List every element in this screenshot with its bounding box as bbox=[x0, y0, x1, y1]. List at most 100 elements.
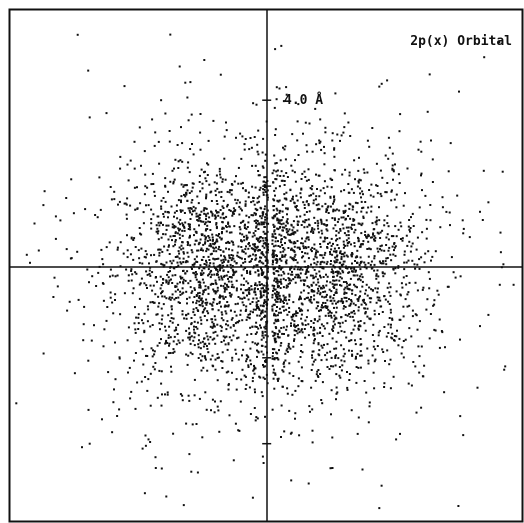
scatter-point bbox=[249, 137, 252, 139]
scatter-point bbox=[188, 331, 191, 334]
scatter-point bbox=[239, 256, 242, 259]
scatter-point bbox=[212, 298, 215, 300]
scatter-point bbox=[298, 434, 301, 437]
scatter-point bbox=[250, 288, 253, 291]
scatter-point bbox=[178, 233, 181, 236]
scatter-point bbox=[299, 267, 302, 270]
scatter-point bbox=[218, 430, 221, 433]
scatter-point bbox=[366, 139, 369, 142]
scatter-point bbox=[254, 293, 257, 296]
scatter-point bbox=[224, 304, 227, 307]
scatter-point bbox=[98, 176, 101, 179]
scatter-point bbox=[288, 293, 291, 296]
scatter-point bbox=[146, 389, 149, 392]
scatter-point bbox=[361, 243, 364, 246]
scatter-point bbox=[209, 229, 212, 231]
scatter-point bbox=[343, 291, 346, 294]
scatter-point bbox=[329, 253, 332, 256]
scatter-point bbox=[271, 355, 274, 358]
scatter-point bbox=[258, 308, 261, 311]
scatter-point bbox=[214, 214, 216, 217]
scatter-point bbox=[329, 196, 332, 199]
scatter-point bbox=[215, 200, 218, 202]
scatter-point bbox=[292, 231, 295, 234]
scatter-point bbox=[351, 208, 354, 211]
scatter-point bbox=[320, 148, 323, 151]
scatter-point bbox=[271, 172, 274, 175]
scatter-point bbox=[146, 305, 149, 308]
scatter-point bbox=[386, 79, 389, 82]
scatter-point bbox=[333, 196, 335, 199]
scatter-point bbox=[149, 284, 152, 287]
scatter-point bbox=[212, 322, 215, 325]
scatter-point bbox=[362, 300, 365, 303]
scatter-point bbox=[213, 266, 216, 269]
scatter-point bbox=[167, 334, 170, 337]
scatter-point bbox=[349, 302, 352, 305]
scatter-point bbox=[332, 329, 334, 332]
scatter-point bbox=[136, 186, 138, 189]
scatter-point bbox=[281, 229, 284, 232]
scatter-point bbox=[298, 298, 300, 301]
scatter-point bbox=[174, 256, 177, 258]
scatter-point bbox=[284, 242, 286, 245]
scatter-point bbox=[247, 291, 250, 294]
scatter-point bbox=[279, 175, 282, 177]
scatter-point bbox=[425, 218, 428, 221]
scatter-point bbox=[72, 212, 75, 215]
scatter-point bbox=[189, 234, 191, 237]
scatter-point bbox=[199, 131, 202, 134]
scatter-point bbox=[414, 365, 417, 368]
scatter-point bbox=[187, 242, 190, 245]
scatter-point bbox=[361, 285, 364, 288]
scatter-point bbox=[338, 261, 341, 264]
scatter-point bbox=[259, 293, 262, 296]
scatter-point bbox=[261, 237, 264, 240]
scatter-point bbox=[237, 255, 240, 258]
scatter-point bbox=[314, 222, 317, 224]
scatter-point bbox=[245, 305, 248, 308]
scatter-point bbox=[357, 278, 359, 281]
scatter-point bbox=[275, 327, 278, 330]
scatter-point bbox=[262, 262, 265, 265]
scatter-point bbox=[316, 208, 319, 211]
scatter-point bbox=[161, 291, 163, 294]
scatter-point bbox=[164, 329, 167, 332]
scatter-point bbox=[109, 296, 112, 299]
scatter-point bbox=[421, 288, 424, 291]
scatter-point bbox=[101, 418, 103, 421]
scatter-point bbox=[245, 214, 248, 217]
scatter-point bbox=[257, 239, 259, 242]
scatter-point bbox=[406, 167, 409, 170]
scatter-point bbox=[276, 169, 279, 172]
scatter-point bbox=[359, 290, 362, 293]
scatter-point bbox=[353, 159, 356, 162]
scatter-point bbox=[289, 256, 292, 259]
scatter-point bbox=[273, 255, 276, 258]
scatter-point bbox=[347, 287, 350, 290]
scatter-point bbox=[188, 209, 191, 212]
scatter-point bbox=[241, 354, 243, 357]
scatter-point bbox=[211, 318, 214, 321]
scatter-point bbox=[218, 191, 221, 194]
scatter-point bbox=[338, 237, 341, 240]
scatter-point bbox=[245, 308, 248, 311]
scatter-point bbox=[290, 431, 293, 434]
scatter-point bbox=[276, 285, 279, 288]
scatter-point bbox=[319, 118, 322, 121]
scatter-point bbox=[278, 222, 281, 225]
scatter-point bbox=[168, 325, 171, 328]
scatter-point bbox=[227, 286, 230, 288]
scatter-point bbox=[326, 246, 329, 248]
scatter-point bbox=[320, 219, 323, 222]
scatter-point bbox=[185, 191, 188, 194]
scatter-point bbox=[212, 250, 215, 253]
scatter-point bbox=[276, 258, 279, 261]
scatter-point bbox=[372, 233, 374, 236]
scatter-point bbox=[339, 252, 342, 255]
scatter-point bbox=[377, 250, 380, 253]
scatter-point bbox=[320, 222, 323, 225]
scatter-point bbox=[198, 291, 201, 294]
scatter-point bbox=[118, 357, 121, 360]
scatter-point bbox=[240, 257, 243, 260]
